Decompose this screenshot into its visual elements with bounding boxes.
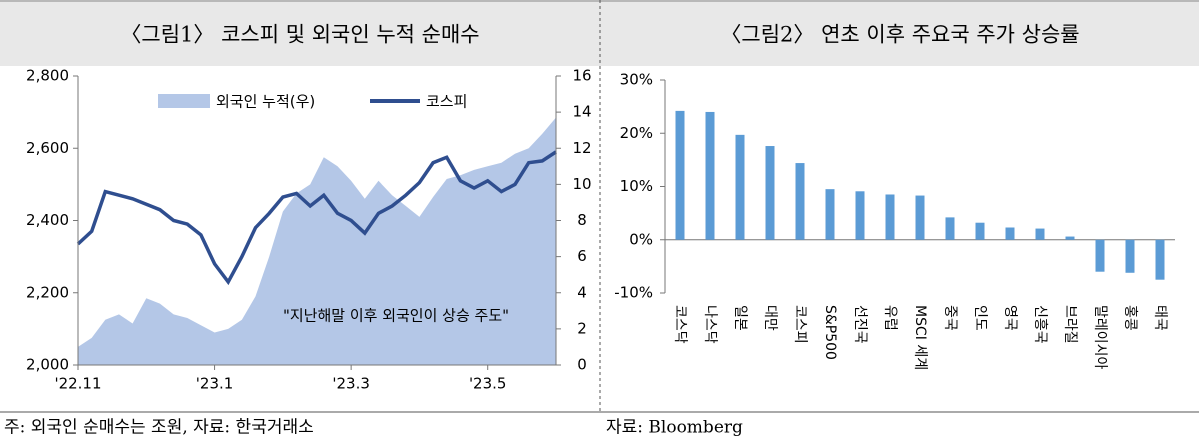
y-tick-label: 2,400 [26,211,69,229]
x-tick-label: 신흥국 [1032,305,1048,344]
bar [975,222,985,240]
bar [1005,227,1015,240]
y2-tick-label: 8 [577,211,587,229]
source: 자료: Bloomberg [606,418,743,438]
x-tick-label: '23.1 [196,375,234,393]
y-tick-label: 10% [620,177,653,195]
bar [1155,239,1165,280]
x-tick-label: MSCI 세계 [912,305,928,370]
annotation: "지난해말 이후 외국인이 상승 주도" [283,307,509,325]
bar [1095,239,1105,272]
bar [885,194,895,240]
bar [825,189,835,240]
x-tick-label: 영국 [1002,305,1018,331]
bar [675,110,685,240]
x-tick-label: 나스닥 [702,305,718,344]
legend-swatch [158,94,210,108]
x-tick-label: '23.5 [469,375,507,393]
y2-tick-label: 0 [577,356,587,374]
x-tick-label: 일본 [732,305,748,331]
y2-tick-label: 16 [572,67,591,85]
y2-tick-label: 12 [572,139,591,157]
x-tick-label: 홍콩 [1122,305,1138,331]
line [76,150,557,286]
footnote: 주: 외국인 순매수는 조원, 자료: 한국거래소 [4,418,314,438]
bar [1125,239,1135,273]
x-tick-label: 브라질 [1062,305,1078,344]
bar [1065,236,1075,240]
y-tick-label: 0% [629,230,653,248]
chart-title: 〈그림2〉 연초 이후 주요국 주가 상승률 [720,23,1079,47]
y-tick-label: 30% [620,71,653,89]
x-tick-label: 코스닥 [672,305,688,344]
y-tick-label: 2,600 [26,139,69,157]
y-tick-label: 2,200 [26,283,69,301]
y2-tick-label: 10 [572,175,591,193]
y2-tick-label: 2 [577,319,587,337]
y2-tick-label: 4 [577,283,587,301]
y-tick-label: 2,800 [26,67,69,85]
y2-tick-label: 14 [572,103,591,121]
x-tick-label: 코스피 [792,305,808,344]
y-tick-label: 2,000 [26,356,69,374]
y2-tick-label: 6 [577,247,587,265]
legend-label: 코스피 [426,93,467,111]
bar [765,146,775,240]
bar [915,195,925,240]
bar [795,163,805,240]
x-tick-label: 유럽 [882,305,898,331]
area [78,117,556,365]
x-tick-label: '23.3 [332,375,370,393]
x-tick-label: 대만 [762,305,778,331]
x-tick-label: S&P500 [822,305,838,360]
y-tick-label: 20% [620,124,653,142]
x-tick-label: 중국 [942,305,958,331]
x-tick-label: '22.11 [54,375,101,393]
bar [705,111,715,240]
x-tick-label: 태국 [1152,305,1168,331]
bar [855,191,865,240]
y-tick-label: -10% [614,284,653,302]
chart-title: 〈그림1〉 코스피 및 외국인 누적 순매수 [120,23,479,47]
bar [945,217,955,240]
x-tick-label: 선진국 [852,305,868,344]
legend-label: 외국인 누적(우) [216,93,315,111]
bar [735,134,745,240]
bar [1035,228,1045,240]
x-tick-label: 인도 [972,305,988,331]
x-tick-label: 말레이시아 [1092,305,1108,370]
